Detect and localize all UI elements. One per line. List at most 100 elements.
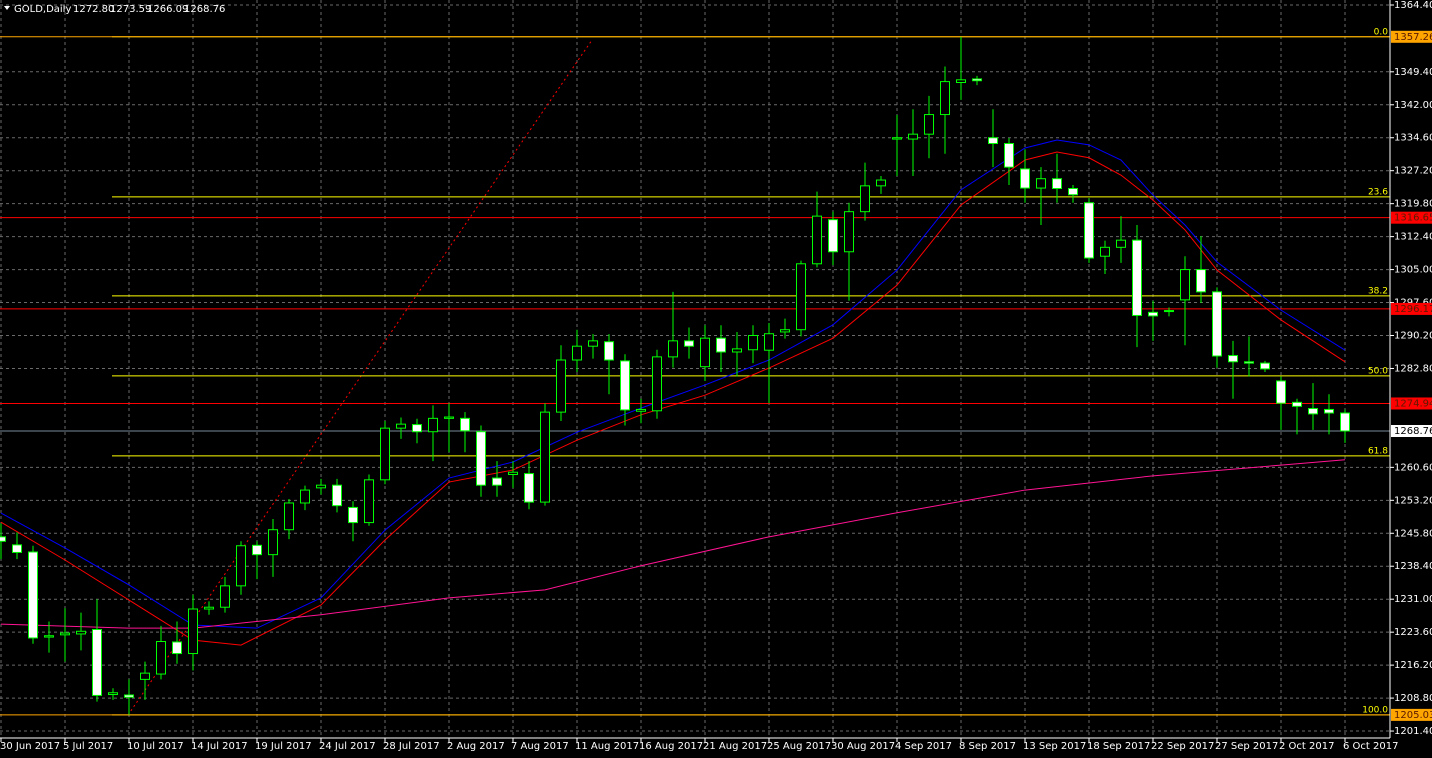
candle-body: [236, 545, 246, 587]
fibo-label: 23.6: [1368, 187, 1388, 197]
level-price-box: [1391, 302, 1432, 315]
candle-body: [956, 79, 966, 83]
candle-body: [636, 408, 646, 412]
fibo-label: 38.2: [1368, 286, 1388, 296]
candle-body: [1196, 269, 1206, 293]
candle-body: [428, 417, 438, 433]
x-tick-label: 14 Jul 2017: [191, 741, 248, 752]
candle-body: [396, 423, 406, 429]
candle-body: [460, 417, 470, 432]
candle-body: [764, 333, 774, 351]
candle-body: [140, 672, 150, 680]
candle-body: [940, 81, 950, 116]
x-tick-label: 30 Aug 2017: [831, 741, 895, 752]
y-tick-label: 1231.00: [1394, 594, 1432, 605]
candle-body: [748, 335, 758, 351]
y-tick-label: 1260.60: [1394, 462, 1432, 473]
x-tick-label: 2 Oct 2017: [1279, 741, 1334, 752]
y-tick-label: 1364.40: [1394, 0, 1432, 11]
candle-body: [0, 536, 6, 542]
candle-body: [892, 137, 902, 140]
x-tick-label: 7 Aug 2017: [511, 741, 569, 752]
candle-body: [620, 360, 630, 411]
y-tick-label: 1349.40: [1394, 67, 1432, 78]
candle-body: [476, 431, 486, 486]
fibo-label: 50.0: [1368, 366, 1388, 376]
x-tick-label: 16 Aug 2017: [639, 741, 703, 752]
level-price-label: 1316.65: [1394, 213, 1432, 224]
candle-body: [1068, 188, 1078, 196]
candle-body: [1052, 178, 1062, 190]
candle-body: [284, 502, 294, 531]
candle-body: [108, 692, 118, 696]
level-price-box: [1391, 211, 1432, 224]
candle-body: [540, 411, 550, 503]
candle-body: [1020, 168, 1030, 189]
plot: 0.0 23.6 38.2 50.0 61.8 100.0: [0, 27, 1390, 716]
x-tick-label: 18 Sep 2017: [1087, 741, 1150, 752]
candle-body: [1148, 311, 1158, 317]
x-tick-label: 25 Aug 2017: [767, 741, 831, 752]
candle-body: [780, 329, 790, 333]
y-tick-label: 1282.80: [1394, 363, 1432, 374]
x-tick-label: 11 Aug 2017: [575, 741, 639, 752]
candle-body: [332, 484, 342, 507]
candle-body: [812, 215, 822, 265]
fibo-label: 100.0: [1362, 705, 1388, 715]
candle-body: [444, 416, 454, 419]
candle-body: [172, 641, 182, 655]
candle-body: [268, 529, 278, 556]
candle-body: [604, 341, 614, 361]
candle-body: [1180, 269, 1190, 301]
candle-body: [652, 356, 662, 412]
y-tick-label: 1290.20: [1394, 331, 1432, 342]
level-price-box: [1391, 708, 1432, 721]
candle-body: [1244, 361, 1254, 364]
candle-body: [12, 544, 22, 553]
candle-body: [732, 348, 742, 353]
candle-body: [1132, 239, 1142, 316]
candle-body: [908, 133, 918, 140]
x-tick-label: 13 Sep 2017: [1023, 741, 1086, 752]
candle-body: [380, 427, 390, 481]
level-price-label: 1205.03: [1394, 710, 1432, 721]
y-tick-label: 1208.80: [1394, 693, 1432, 704]
candle-body: [524, 473, 534, 503]
candle-body: [1260, 362, 1270, 370]
y-tick-label: 1223.60: [1394, 627, 1432, 638]
ohlc-open: 1272.80: [73, 4, 114, 15]
candle-body: [92, 628, 102, 696]
x-tick-label: 22 Sep 2017: [1151, 741, 1214, 752]
candle-body: [300, 489, 310, 504]
candle-body: [572, 345, 582, 361]
level-price-label: 1274.94: [1394, 398, 1432, 409]
y-tick-label: 1342.00: [1394, 100, 1432, 111]
x-tick-label: 21 Aug 2017: [703, 741, 767, 752]
x-tick-label: 19 Jul 2017: [255, 741, 312, 752]
candle-body: [492, 477, 502, 486]
candle-body: [364, 479, 374, 524]
candle-body: [684, 340, 694, 347]
menu-arrow[interactable]: [4, 6, 10, 10]
candle-body: [1308, 408, 1318, 415]
x-tick-label: 30 Jun 2017: [0, 741, 60, 752]
candle-body: [668, 340, 678, 358]
candle-body: [76, 630, 86, 635]
y-tick-label: 1238.40: [1394, 561, 1432, 572]
x-tick-label: 24 Jul 2017: [319, 741, 376, 752]
y-tick-label: 1201.40: [1394, 726, 1432, 737]
x-tick-label: 5 Jul 2017: [63, 741, 113, 752]
candle-body: [556, 359, 566, 413]
x-tick-label: 4 Sep 2017: [895, 741, 952, 752]
candle-body: [716, 337, 726, 353]
candle-body: [1084, 202, 1094, 259]
candle-body: [204, 606, 214, 610]
candle-body: [588, 340, 598, 347]
candle-body: [924, 114, 934, 135]
candle-body: [1036, 178, 1046, 189]
x-tick-label: 10 Jul 2017: [127, 741, 184, 752]
y-tick-label: 1245.80: [1394, 528, 1432, 539]
candle-body: [700, 337, 710, 368]
